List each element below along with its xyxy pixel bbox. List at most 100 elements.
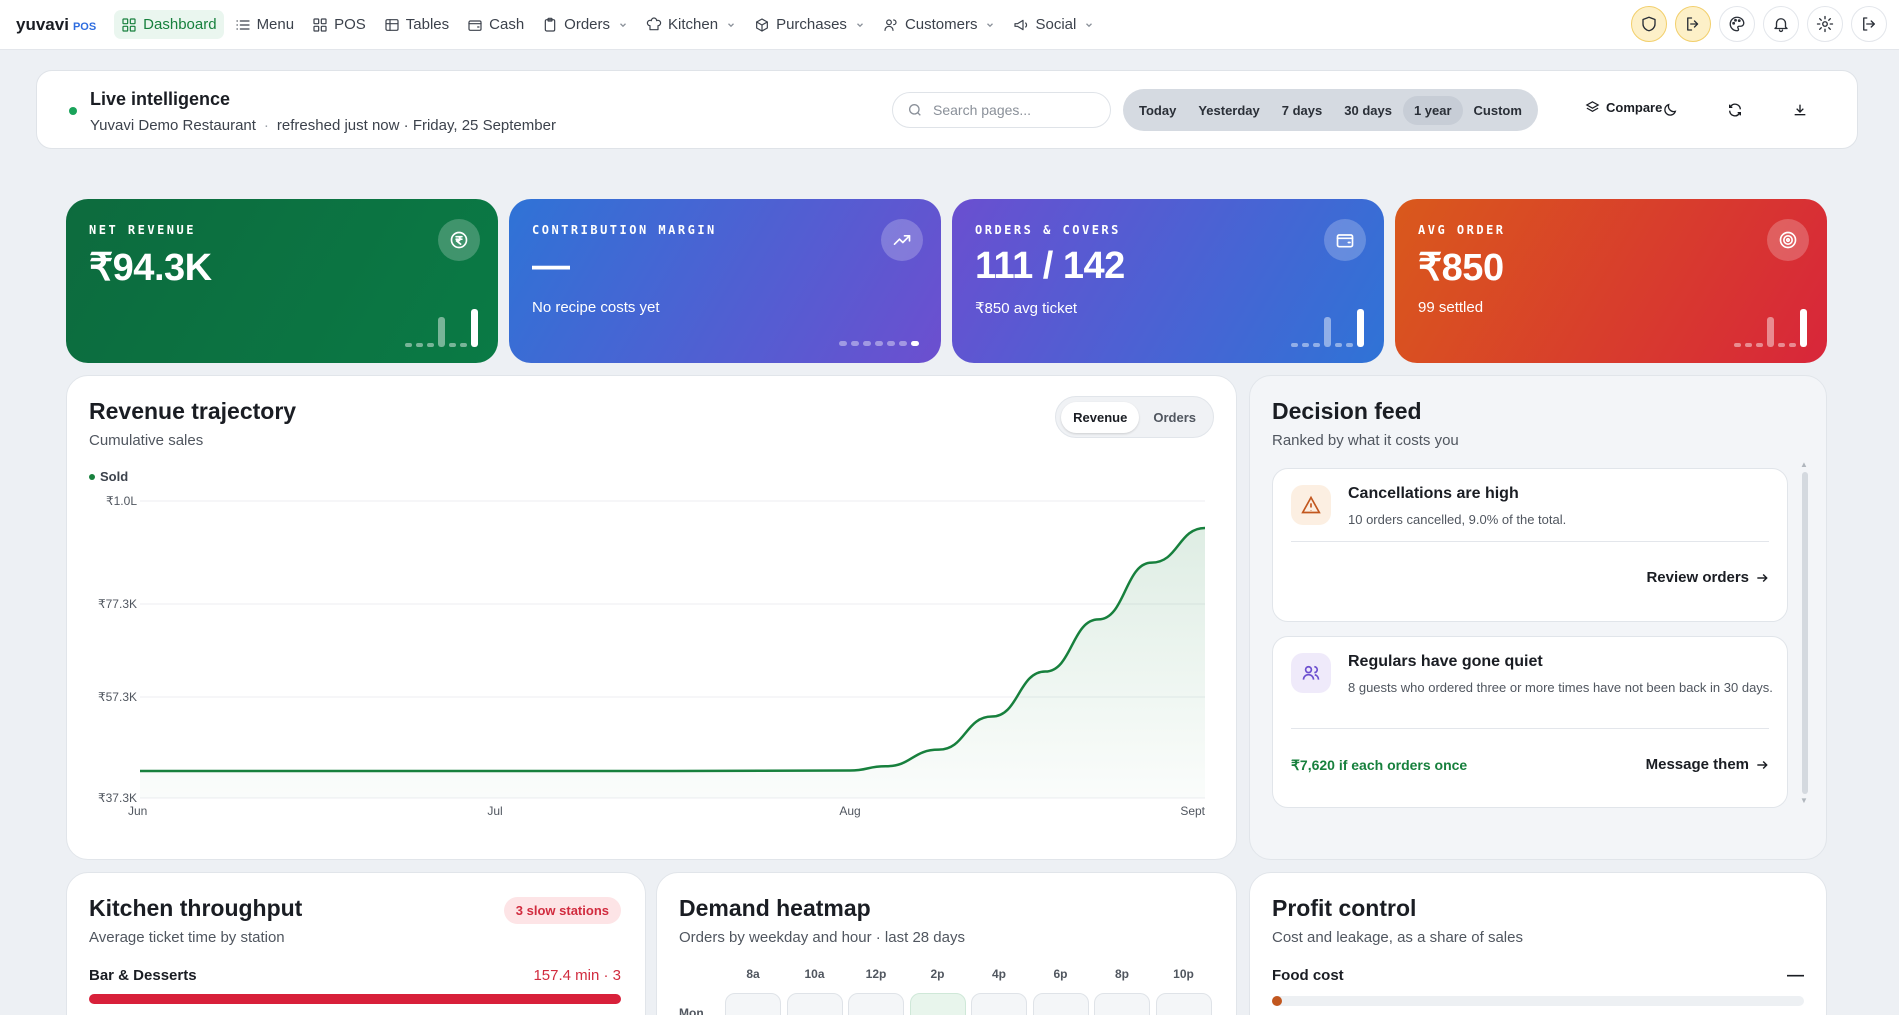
theme-toggle-button[interactable] [1659, 99, 1681, 121]
nav-item-tables[interactable]: Tables [377, 10, 456, 39]
x-tick-label: Jul [487, 804, 502, 818]
search-input[interactable]: Search pages... [892, 92, 1111, 128]
heatmap-cell[interactable] [848, 993, 904, 1015]
toggle-orders[interactable]: Orders [1153, 409, 1196, 425]
feed-subtitle: Ranked by what it costs you [1272, 432, 1459, 449]
message-them-link[interactable]: Message them [1646, 756, 1769, 773]
heatmap-cell[interactable] [786, 993, 843, 1015]
nav-item-customers[interactable]: Customers [876, 10, 1003, 39]
nav-item-label: Purchases [776, 16, 847, 33]
kitchen-subtitle: Average ticket time by station [89, 929, 285, 946]
nav-item-label: Cash [489, 16, 525, 33]
spark-dot [839, 341, 847, 346]
heatmap-cell[interactable] [909, 993, 966, 1015]
kpi-sparkline [839, 341, 919, 346]
heatmap-day-label: Mon [679, 1006, 704, 1015]
brand-logo[interactable]: yuvavi POS [16, 14, 97, 34]
revenue-area [140, 528, 1205, 798]
heatmap-cell[interactable] [725, 993, 781, 1015]
heatmap-cell[interactable] [1032, 993, 1089, 1015]
range-yesterday[interactable]: Yesterday [1198, 102, 1260, 118]
restaurant-name: Yuvavi Demo Restaurant [90, 117, 256, 134]
chart-legend: Sold [89, 469, 128, 484]
nav-item-kitchen[interactable]: Kitchen [639, 10, 743, 39]
avg-order-card[interactable]: AVG ORDER ₹850 99 settled [1395, 199, 1827, 363]
range-7-days[interactable]: 7 days [1281, 102, 1323, 118]
toggle-revenue[interactable]: Revenue [1061, 401, 1140, 433]
spark-bar [1324, 317, 1331, 347]
moon-icon [1664, 103, 1677, 116]
nav-item-social[interactable]: Social [1006, 10, 1101, 39]
spark-bar [1313, 343, 1320, 347]
nav-item-purchases[interactable]: Purchases [747, 10, 872, 39]
kpi-sparkline [1734, 309, 1807, 347]
heatmap-cell[interactable] [971, 993, 1027, 1015]
nav-item-cash[interactable]: Cash [460, 10, 531, 39]
nav-item-dashboard[interactable]: Dashboard [114, 10, 224, 39]
nav-item-pos[interactable]: POS [305, 10, 373, 39]
x-tick-label: Jun [128, 804, 147, 818]
scroll-down-arrow[interactable]: ▼ [1800, 796, 1808, 805]
chef-hat-icon [646, 16, 662, 30]
refresh-icon [1729, 103, 1741, 117]
spark-bar [460, 343, 467, 347]
heatmap-cell[interactable] [1094, 993, 1150, 1015]
bell-icon [1774, 18, 1788, 33]
logout-button[interactable] [1851, 6, 1887, 42]
search-placeholder: Search pages... [933, 102, 1032, 118]
legend-label: Sold [100, 469, 129, 484]
spark-dot [851, 341, 859, 346]
compare-button[interactable]: Compare [1585, 100, 1662, 115]
profit-control-card: Profit control Cost and leakage, as a sh… [1249, 872, 1827, 1015]
feed-item-cancellations: Cancellations are high 10 orders cancell… [1272, 468, 1788, 622]
bell-button[interactable] [1763, 6, 1799, 42]
heatmap-hour-label: 8a [746, 967, 760, 981]
food-cost-track [1272, 996, 1804, 1006]
spark-bar [1291, 343, 1298, 347]
review-orders-link[interactable]: Review orders [1646, 569, 1769, 586]
feed-scrollbar[interactable] [1802, 472, 1808, 794]
heatmap-subtitle: Orders by weekday and hour · last 28 day… [679, 929, 965, 946]
range-1-year[interactable]: 1 year [1402, 95, 1463, 125]
contribution-margin-card[interactable]: CONTRIBUTION MARGIN — No recipe costs ye… [509, 199, 941, 363]
heatmap-cell[interactable] [1155, 993, 1212, 1015]
heatmap-hour-label: 10a [804, 967, 825, 981]
live-status-dot [69, 107, 77, 115]
kpi-subtext: ₹850 avg ticket [975, 300, 1078, 317]
nav-item-label: Kitchen [668, 16, 719, 33]
kpi-value: ₹94.3K [89, 247, 212, 289]
grid-icon [313, 17, 327, 32]
range-30-days[interactable]: 30 days [1344, 102, 1392, 118]
nav-item-orders[interactable]: Orders [535, 10, 635, 39]
kpi-label: CONTRIBUTION MARGIN [532, 223, 717, 237]
kpi-subtext: 99 settled [1418, 299, 1484, 316]
palette-button[interactable] [1719, 6, 1755, 42]
nav-item-label: POS [334, 16, 366, 33]
feed-icon-box [1291, 485, 1331, 525]
x-tick-label: Sept [1180, 804, 1205, 818]
revenue-subtitle: Cumulative sales [89, 432, 204, 449]
shield-button[interactable] [1631, 6, 1667, 42]
refresh-button[interactable] [1724, 99, 1746, 121]
nav-item-menu[interactable]: Menu [228, 10, 302, 39]
profit-title: Profit control [1272, 895, 1417, 921]
kpi-label: NET REVENUE [89, 223, 196, 237]
feed-item-regulars: Regulars have gone quiet 8 guests who or… [1272, 636, 1788, 808]
shield-icon [1642, 16, 1656, 32]
arrow-right-icon [1757, 573, 1768, 582]
spark-bar [1756, 343, 1763, 347]
grid-icon [122, 17, 136, 32]
orders-covers-card[interactable]: ORDERS & COVERS 111 / 142 ₹850 avg ticke… [952, 199, 1384, 363]
net-revenue-card[interactable]: NET REVENUE ₹94.3K [66, 199, 498, 363]
range-custom[interactable]: Custom [1473, 102, 1522, 118]
kpi-sparkline [1291, 309, 1364, 347]
feed-title: Decision feed [1272, 398, 1422, 424]
target-icon [1779, 231, 1797, 249]
exit-button[interactable] [1675, 6, 1711, 42]
scroll-up-arrow[interactable]: ▲ [1800, 460, 1808, 469]
download-button[interactable] [1789, 99, 1811, 121]
nav-actions [1631, 6, 1887, 42]
spark-bar [427, 343, 434, 347]
range-today[interactable]: Today [1139, 102, 1177, 118]
gear-button[interactable] [1807, 6, 1843, 42]
